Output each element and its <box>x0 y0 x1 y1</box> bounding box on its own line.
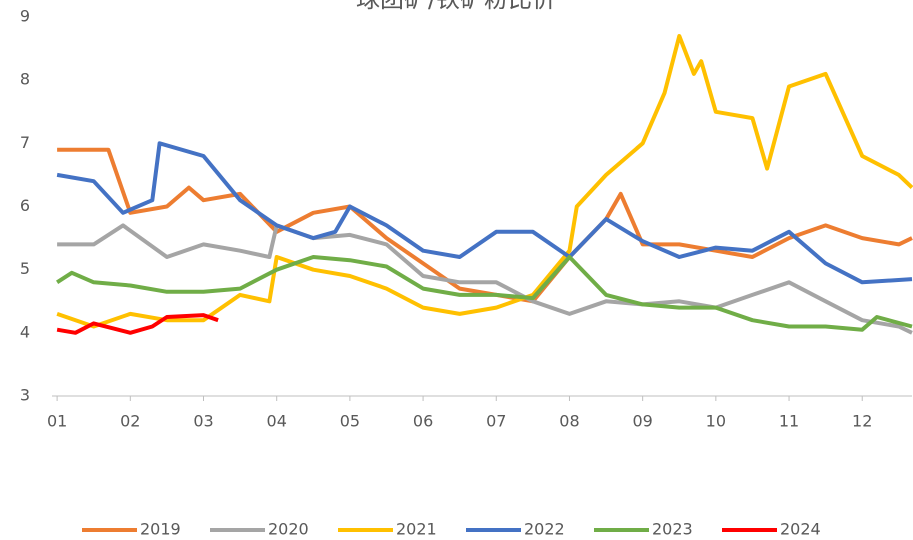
x-tick-label: 03 <box>193 412 213 431</box>
series-line <box>57 223 913 335</box>
y-tick-label: 6 <box>20 196 30 215</box>
y-tick-label: 7 <box>20 133 30 152</box>
y-tick-label: 8 <box>20 70 30 89</box>
legend-label: 2020 <box>268 520 309 539</box>
chart-title: 球团矿/铁矿粉比价 <box>356 0 556 13</box>
x-tick-label: 11 <box>779 412 799 431</box>
x-tick-label: 04 <box>267 412 287 431</box>
y-tick-label: 4 <box>20 322 30 341</box>
legend-label: 2024 <box>780 520 821 539</box>
x-tick-label: 02 <box>120 412 140 431</box>
series-line <box>57 147 913 304</box>
y-tick-label: 5 <box>20 259 30 278</box>
x-tick-label: 10 <box>706 412 726 431</box>
x-tick-label: 12 <box>852 412 872 431</box>
y-tick-label: 9 <box>20 7 30 26</box>
x-tick-label: 06 <box>413 412 433 431</box>
x-tick-label: 07 <box>486 412 506 431</box>
y-tick-label: 3 <box>20 386 30 405</box>
legend-label: 2023 <box>652 520 693 539</box>
legend-label: 2022 <box>524 520 565 539</box>
x-tick-label: 08 <box>559 412 579 431</box>
series-line <box>56 34 913 329</box>
x-tick-label: 09 <box>632 412 652 431</box>
series-line <box>56 255 913 332</box>
series-line <box>56 141 913 285</box>
legend-label: 2019 <box>140 520 181 539</box>
series-line <box>56 313 219 335</box>
x-tick-label: 01 <box>47 412 67 431</box>
legend-label: 2021 <box>396 520 437 539</box>
x-tick-label: 05 <box>340 412 360 431</box>
